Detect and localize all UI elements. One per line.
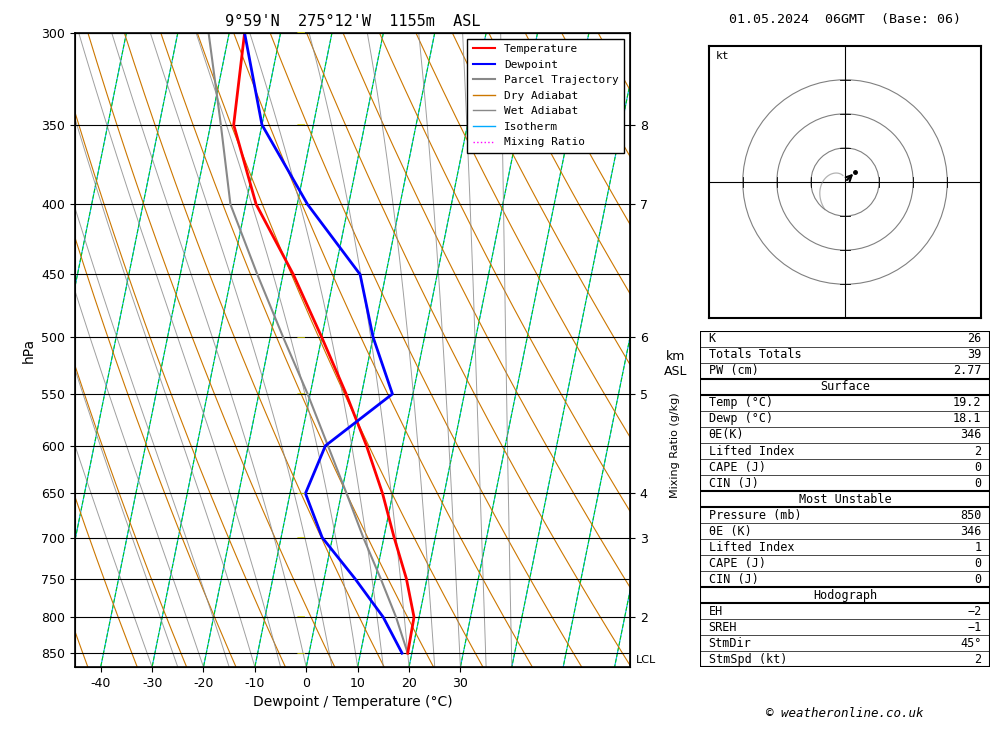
Text: CAPE (J): CAPE (J) [709, 460, 766, 474]
Text: kt: kt [715, 51, 729, 62]
Text: 18.1: 18.1 [953, 413, 981, 425]
Text: StmSpd (kt): StmSpd (kt) [709, 652, 787, 666]
Text: 2: 2 [974, 652, 981, 666]
Legend: Temperature, Dewpoint, Parcel Trajectory, Dry Adiabat, Wet Adiabat, Isotherm, Mi: Temperature, Dewpoint, Parcel Trajectory… [467, 39, 624, 153]
Text: —: — [297, 120, 305, 129]
Text: θE(K): θE(K) [709, 429, 744, 441]
Text: PW (cm): PW (cm) [709, 364, 759, 377]
Text: θE (K): θE (K) [709, 525, 751, 537]
Text: CAPE (J): CAPE (J) [709, 556, 766, 570]
Text: —: — [297, 389, 305, 399]
Text: Hodograph: Hodograph [813, 589, 877, 602]
Text: 0: 0 [974, 476, 981, 490]
Text: SREH: SREH [709, 621, 737, 633]
Text: LCL: LCL [636, 655, 656, 665]
Text: CIN (J): CIN (J) [709, 476, 759, 490]
Text: 45°: 45° [960, 636, 981, 649]
Text: 0: 0 [974, 572, 981, 586]
Text: Lifted Index: Lifted Index [709, 540, 794, 553]
Text: —: — [297, 613, 305, 622]
Text: 0: 0 [974, 460, 981, 474]
Text: 2.77: 2.77 [953, 364, 981, 377]
Text: —: — [297, 29, 305, 37]
Text: EH: EH [709, 605, 723, 617]
Text: 01.05.2024  06GMT  (Base: 06): 01.05.2024 06GMT (Base: 06) [729, 12, 961, 26]
Text: StmDir: StmDir [709, 636, 751, 649]
Text: 26: 26 [967, 333, 981, 345]
Text: Lifted Index: Lifted Index [709, 444, 794, 457]
Text: K: K [709, 333, 716, 345]
Text: —: — [297, 200, 305, 209]
Text: —: — [297, 489, 305, 498]
Text: —: — [297, 333, 305, 342]
Text: Mixing Ratio (g/kg): Mixing Ratio (g/kg) [670, 392, 680, 498]
Text: 346: 346 [960, 429, 981, 441]
Text: 0: 0 [974, 556, 981, 570]
Title: 9°59'N  275°12'W  1155m  ASL: 9°59'N 275°12'W 1155m ASL [225, 14, 480, 29]
Text: 850: 850 [960, 509, 981, 521]
Text: © weatheronline.co.uk: © weatheronline.co.uk [766, 707, 924, 720]
Text: —: — [297, 649, 305, 658]
Text: 1: 1 [974, 540, 981, 553]
Text: Most Unstable: Most Unstable [799, 493, 891, 506]
Text: 39: 39 [967, 348, 981, 361]
Text: −2: −2 [967, 605, 981, 617]
Text: 2: 2 [974, 444, 981, 457]
Text: —: — [297, 533, 305, 542]
Text: Temp (°C): Temp (°C) [709, 397, 773, 410]
Text: Totals Totals: Totals Totals [709, 348, 801, 361]
Y-axis label: km
ASL: km ASL [664, 350, 687, 378]
Y-axis label: hPa: hPa [22, 337, 36, 363]
Text: −1: −1 [967, 621, 981, 633]
Text: Surface: Surface [820, 380, 870, 394]
Text: Pressure (mb): Pressure (mb) [709, 509, 801, 521]
Text: 19.2: 19.2 [953, 397, 981, 410]
Text: CIN (J): CIN (J) [709, 572, 759, 586]
Text: 346: 346 [960, 525, 981, 537]
X-axis label: Dewpoint / Temperature (°C): Dewpoint / Temperature (°C) [253, 696, 452, 710]
Text: Dewp (°C): Dewp (°C) [709, 413, 773, 425]
